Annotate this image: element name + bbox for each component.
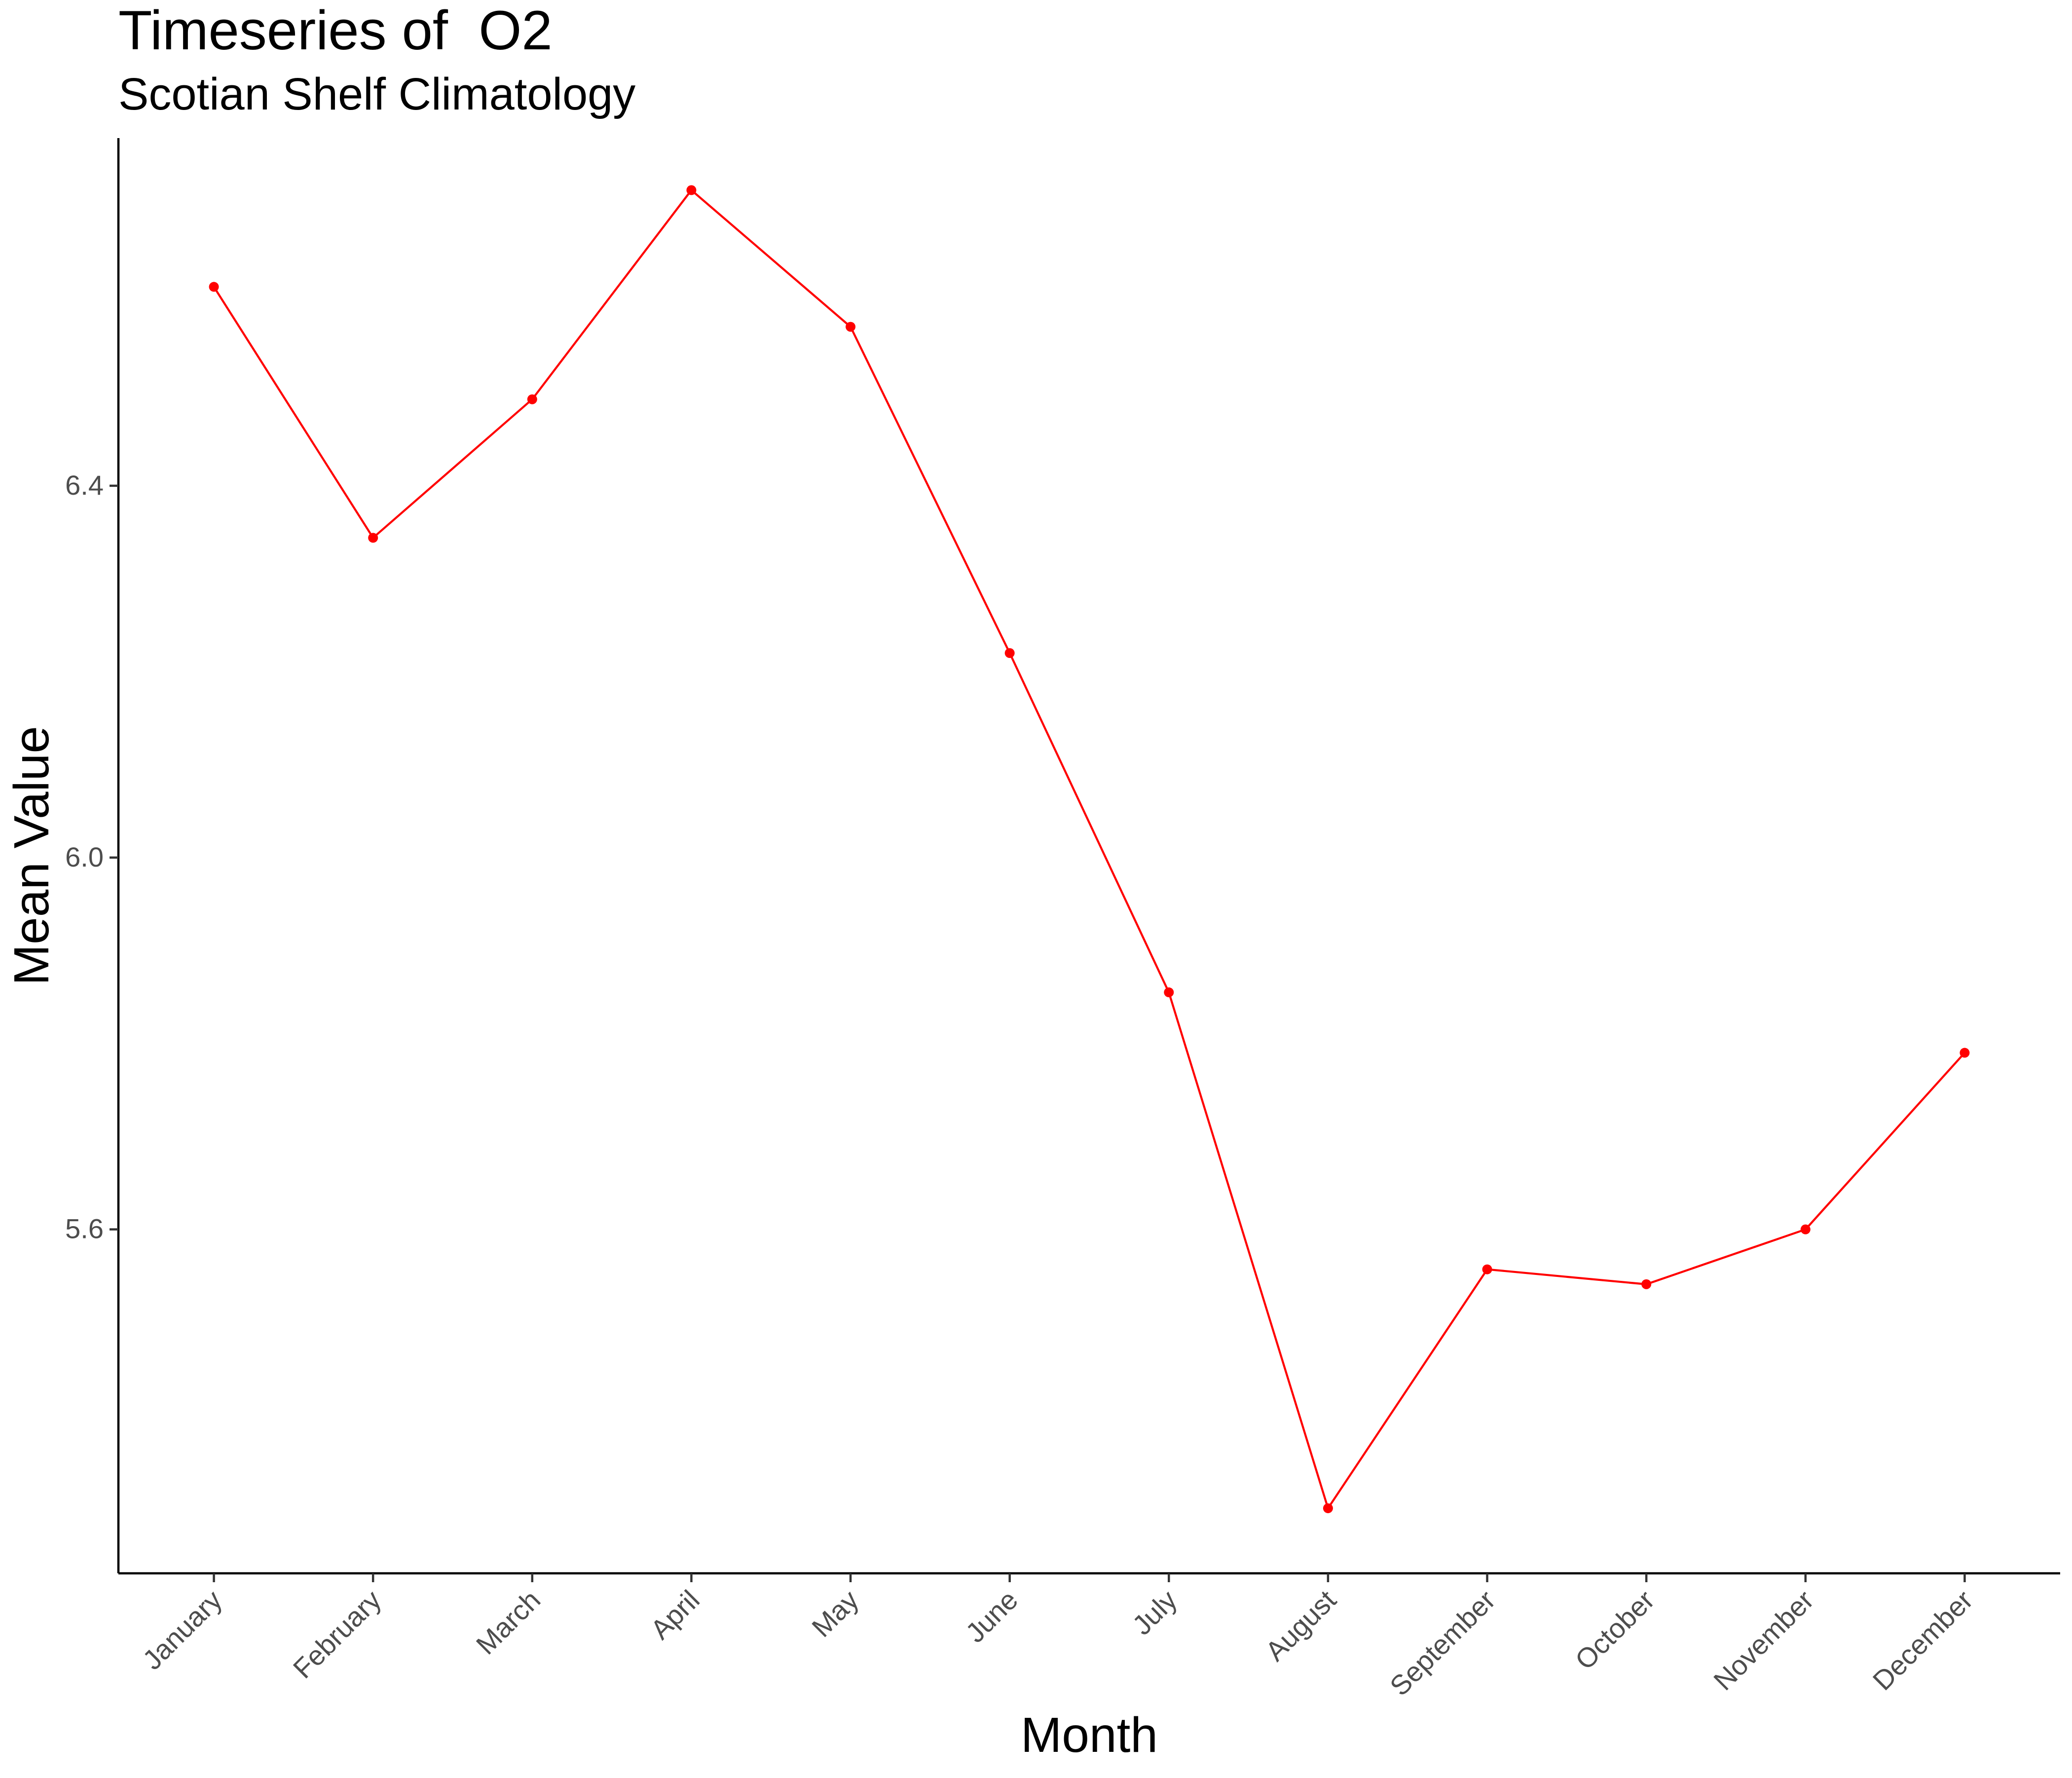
x-tick-label: January [137,1584,228,1675]
x-tick-label: April [644,1584,705,1645]
data-point [368,533,378,543]
y-tick-label: 6.4 [65,470,104,501]
data-point [1482,1264,1492,1274]
data-point [1641,1279,1652,1289]
y-axis-title: Mean Value [4,726,59,985]
data-point [1164,987,1174,998]
x-tick-label: September [1384,1584,1501,1702]
data-point [846,322,856,332]
data-point [1800,1224,1811,1234]
data-point [209,282,219,292]
data-point [1004,648,1015,658]
data-point [1960,1048,1970,1058]
chart-title: Timeseries of O2 [118,0,553,61]
chart-subtitle: Scotian Shelf Climatology [118,69,635,119]
x-axis-title: Month [1021,1707,1158,1763]
x-tick-label: June [960,1584,1024,1648]
data-point [1323,1503,1333,1514]
y-tick-label: 5.6 [65,1213,104,1244]
series-line [213,189,1965,1510]
x-tick-label: November [1707,1584,1819,1696]
x-tick-label: May [806,1584,864,1643]
x-ticks: January February March April May June July Augu… [137,1573,1979,1702]
x-tick-label: December [1867,1584,1979,1696]
data-point [527,394,537,404]
data-point [686,185,697,195]
x-tick-label: October [1569,1584,1660,1675]
x-tick-label: February [287,1584,387,1684]
x-tick-label: July [1126,1584,1183,1641]
y-ticks: 5.6 6.0 6.4 [65,470,118,1244]
plot-area [209,185,1970,1514]
x-tick-label: March [470,1584,547,1661]
x-tick-label: August [1259,1584,1342,1667]
y-tick-label: 6.0 [65,841,104,872]
